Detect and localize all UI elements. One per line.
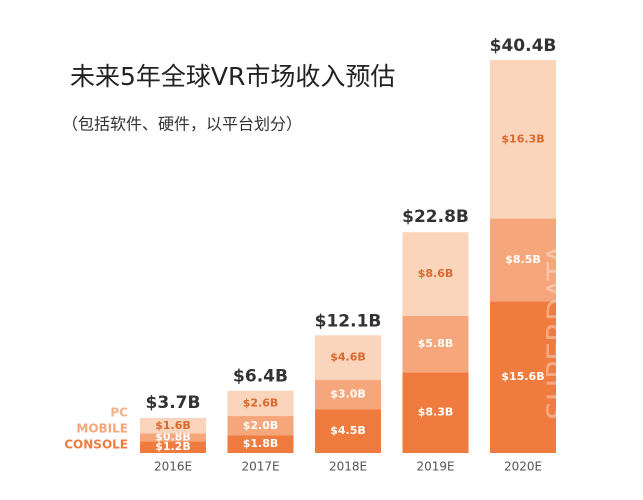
segment-label: $5.8B xyxy=(418,337,454,350)
bar-segment xyxy=(227,416,294,436)
bar-segment xyxy=(315,335,381,381)
bar-segment xyxy=(140,417,206,434)
segment-label: $2.0B xyxy=(243,419,279,432)
total-label: $22.8B xyxy=(402,207,469,227)
legend-label: MOBILE xyxy=(76,422,128,436)
total-label: $6.4B xyxy=(233,367,288,387)
watermark: SUPERDATA xyxy=(542,243,577,420)
chart-title: 未来5年全球VR市场收入预估 xyxy=(70,62,395,91)
segment-label: $0.8B xyxy=(155,430,191,443)
bar-segment xyxy=(315,409,381,453)
x-tick-label: 2017E xyxy=(241,460,279,474)
legend-label: PC xyxy=(110,406,128,420)
segment-label: $15.6B xyxy=(501,370,544,383)
legend-label: CONSOLE xyxy=(64,438,128,452)
x-tick-label: 2016E xyxy=(154,460,192,474)
segment-label: $8.5B xyxy=(505,253,541,266)
segment-label: $1.8B xyxy=(243,437,279,450)
segment-label: $4.5B xyxy=(330,424,366,437)
segment-label: $1.6B xyxy=(155,419,191,432)
bar-segment xyxy=(402,315,469,373)
segment-label: $16.3B xyxy=(501,132,544,145)
total-label: $3.7B xyxy=(146,393,201,413)
bar-segment xyxy=(227,435,294,453)
bar-segment xyxy=(140,433,206,442)
segment-label: $2.6B xyxy=(243,396,279,409)
x-tick-label: 2019E xyxy=(416,460,454,474)
total-label: $40.4B xyxy=(490,36,557,56)
total-label: $12.1B xyxy=(315,311,382,331)
segment-label: $3.0B xyxy=(330,388,366,401)
bar-segment xyxy=(227,390,294,417)
bar-segment xyxy=(402,372,469,453)
segment-label: $8.6B xyxy=(418,267,454,280)
bar-segment xyxy=(490,60,556,219)
bar-segment xyxy=(490,218,556,302)
segment-label: $8.3B xyxy=(418,406,454,419)
bar-segment xyxy=(315,380,381,410)
x-tick-label: 2020E xyxy=(504,460,542,474)
bar-segment xyxy=(140,441,206,453)
bar-segment xyxy=(402,232,469,316)
bar-segment xyxy=(490,301,556,453)
segment-label: $1.2B xyxy=(155,440,191,453)
chart-subtitle: （包括软件、硬件，以平台划分） xyxy=(62,115,302,134)
x-tick-label: 2018E xyxy=(329,460,367,474)
segment-label: $4.6B xyxy=(330,351,366,364)
